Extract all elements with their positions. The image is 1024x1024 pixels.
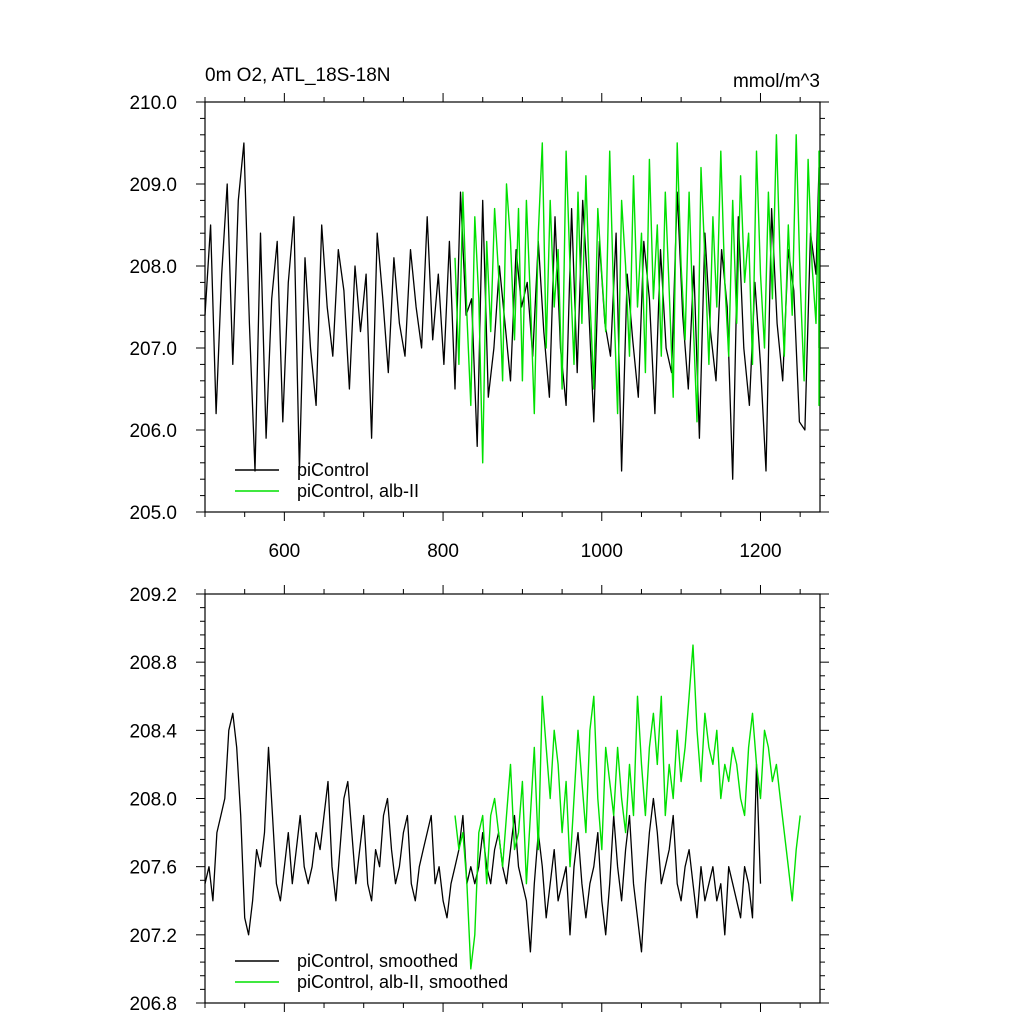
y-tick-label: 207.2 (129, 926, 177, 947)
x-tick-label: 600 (269, 541, 301, 562)
y-tick-label: 208.0 (129, 257, 177, 278)
y-tick-label: 210.0 (129, 93, 177, 114)
bottom-panel: 206.8 207.2 207.6 208.0 208.4 208.8 209.2 piCon… (129, 585, 829, 1015)
y-tick-label: 208.0 (129, 790, 177, 811)
y-tick-label: 206.0 (129, 421, 177, 442)
series-line-alb-ii (454, 644, 801, 970)
x-tick-label: 800 (427, 541, 459, 562)
legend-label: piControl (297, 460, 369, 480)
chart-title: 0m O2, ATL_18S-18N (205, 65, 391, 86)
units-label: mmol/m^3 (733, 71, 820, 92)
y-tick-label: 207.6 (129, 858, 177, 879)
legend-label: piControl, alb-II (297, 481, 419, 501)
y-tick-label: 206.8 (129, 994, 177, 1015)
series-line-picontrol (204, 142, 820, 480)
y-tick-label: 205.0 (129, 503, 177, 524)
y-tick-label: 209.0 (129, 175, 177, 196)
series-line-alb-ii (454, 134, 820, 464)
x-tick-label: 1200 (739, 541, 781, 562)
y-tick-label: 208.4 (129, 721, 177, 742)
x-tick-label: 1000 (581, 541, 623, 562)
legend-label: piControl, alb-II, smoothed (297, 972, 508, 992)
legend-label: piControl, smoothed (297, 951, 458, 971)
y-tick-label: 207.0 (129, 339, 177, 360)
top-panel: 600 800 1000 1200 205.0 206.0 207.0 208.0 209.0 2… (129, 93, 829, 562)
y-tick-label: 209.2 (129, 585, 177, 606)
y-tick-label: 208.8 (129, 653, 177, 674)
series-line-picontrol (204, 712, 762, 953)
